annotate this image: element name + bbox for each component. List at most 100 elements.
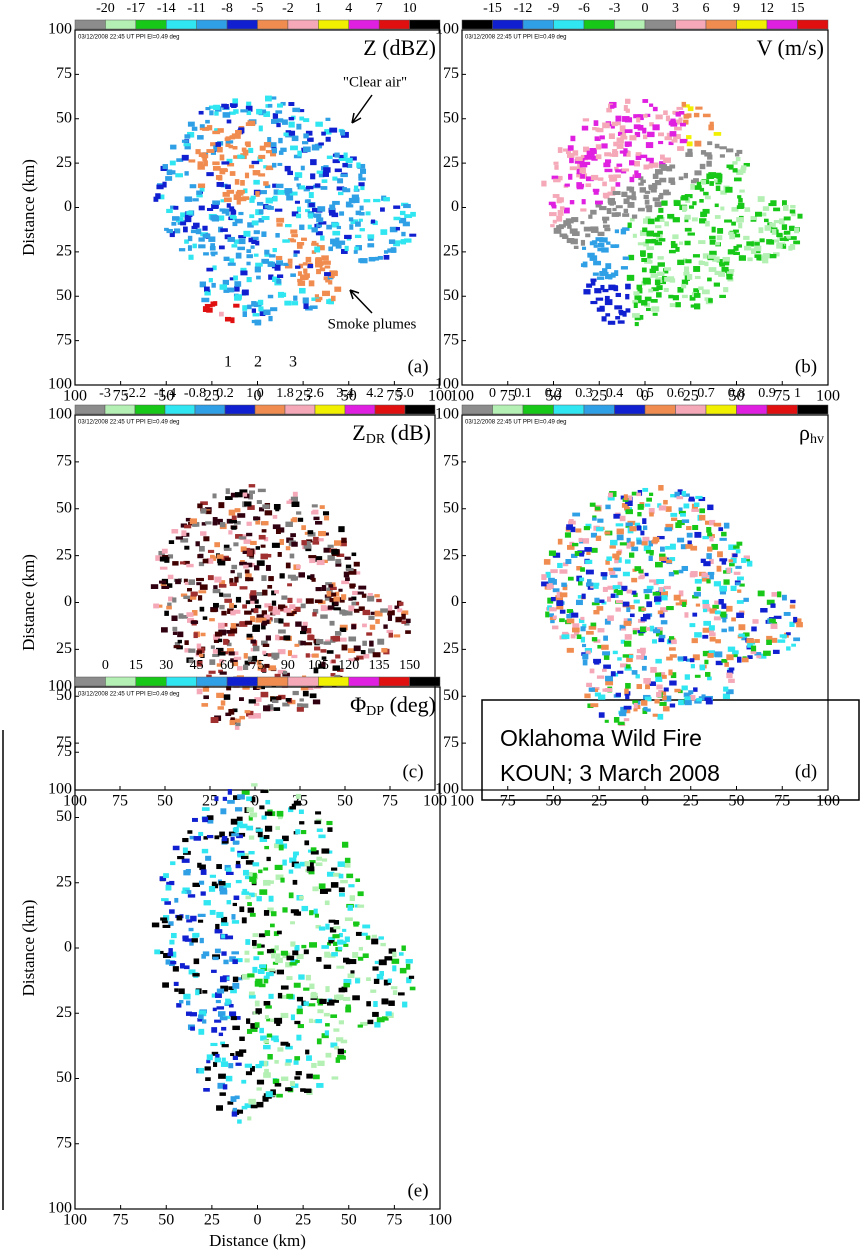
radar-echo (594, 598, 599, 603)
radar-echo (737, 195, 741, 198)
radar-echo (703, 209, 710, 214)
radar-echo (202, 817, 208, 822)
radar-echo (569, 157, 574, 163)
radar-echo (339, 988, 345, 993)
radar-echo (707, 155, 712, 160)
radar-echo (275, 958, 283, 963)
radar-echo (625, 683, 631, 689)
radar-echo (784, 216, 791, 220)
radar-echo (550, 224, 555, 227)
y-tick-label: 25 (443, 154, 459, 171)
radar-echo (774, 239, 779, 242)
radar-echo (221, 104, 227, 108)
radar-echo (624, 105, 628, 111)
radar-echo (251, 783, 258, 786)
radar-echo (658, 215, 663, 219)
radar-echo (603, 163, 610, 168)
radar-echo (341, 594, 346, 600)
radar-echo (233, 109, 238, 114)
radar-echo (646, 627, 650, 631)
radar-echo (359, 212, 364, 216)
radar-echo (708, 255, 716, 259)
radar-echo (362, 641, 367, 646)
radar-echo (251, 640, 256, 644)
radar-echo (275, 110, 282, 113)
radar-echo (303, 303, 308, 309)
radar-echo (602, 651, 610, 655)
colorbar-label: 0.5 (636, 386, 654, 401)
radar-echo (204, 287, 210, 292)
radar-echo (245, 577, 249, 581)
radar-echo (323, 511, 329, 515)
radar-echo (372, 935, 377, 938)
radar-echo (324, 1013, 330, 1017)
radar-echo (234, 657, 241, 660)
radar-echo (553, 220, 557, 224)
radar-echo (255, 267, 261, 273)
radar-echo (246, 102, 251, 106)
radar-echo (300, 631, 306, 634)
radar-echo (231, 209, 236, 215)
radar-echo (294, 801, 301, 806)
radar-echo (261, 545, 266, 548)
radar-echo (220, 228, 228, 232)
radar-echo (751, 646, 756, 652)
colorbar-swatch (767, 20, 798, 29)
radar-echo (284, 301, 291, 306)
radar-echo (214, 796, 218, 801)
radar-echo (274, 590, 279, 594)
radar-echo (707, 533, 712, 537)
radar-echo (632, 313, 640, 318)
radar-echo (363, 953, 369, 958)
radar-echo (337, 1055, 344, 1059)
radar-echo (290, 554, 295, 559)
radar-echo (338, 526, 344, 532)
radar-echo (291, 575, 296, 580)
radar-echo (572, 628, 580, 633)
title-subscript: hv (810, 432, 824, 447)
y-tick-label: 0 (64, 198, 72, 215)
radar-echo (370, 625, 375, 630)
radar-echo (198, 161, 204, 165)
radar-echo (368, 593, 373, 596)
radar-echo (213, 603, 219, 608)
colorbar-swatch (197, 20, 227, 29)
radar-echo (612, 245, 618, 248)
radar-echo (729, 167, 733, 170)
radar-echo (681, 284, 686, 288)
radar-echo (684, 612, 688, 617)
radar-echo (705, 672, 710, 677)
radar-echo (237, 190, 245, 194)
radar-echo (766, 239, 772, 244)
radar-echo (295, 621, 301, 626)
colorbar-swatch (375, 405, 405, 414)
radar-echo (641, 608, 646, 611)
radar-echo (401, 232, 405, 236)
radar-echo (554, 165, 558, 170)
radar-echo (689, 497, 694, 501)
radar-echo (262, 216, 270, 220)
radar-echo (360, 258, 368, 263)
radar-echo (274, 504, 281, 510)
radar-echo (206, 268, 213, 272)
radar-echo (265, 811, 272, 815)
radar-echo (351, 624, 356, 629)
radar-echo (215, 1058, 221, 1063)
radar-echo (268, 104, 272, 108)
radar-echo (301, 830, 306, 834)
colorbar-swatch (258, 677, 288, 686)
y-tick-label: 25 (56, 873, 72, 890)
radar-echo (326, 225, 332, 230)
radar-echo (192, 818, 198, 822)
radar-echo (197, 863, 201, 868)
radar-echo (617, 657, 622, 660)
radar-echo (275, 265, 281, 271)
radar-echo (218, 652, 226, 656)
radar-echo (292, 301, 298, 305)
radar-echo (358, 182, 364, 186)
radar-echo (754, 242, 760, 246)
radar-echo (314, 909, 318, 915)
radar-echo (288, 102, 294, 106)
radar-echo (259, 805, 264, 809)
radar-echo (410, 987, 416, 991)
